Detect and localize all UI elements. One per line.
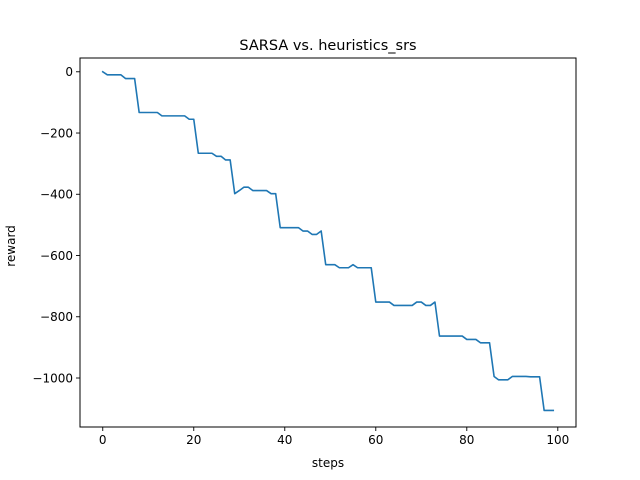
y-tick-label: −1000 (32, 371, 73, 385)
plot-area (79, 57, 577, 428)
series-line-0 (101, 70, 555, 412)
y-tick-label: −400 (40, 188, 73, 202)
x-axis: 0 20 40 60 80 100 (99, 427, 569, 447)
x-tick-label: 20 (186, 433, 201, 447)
y-tick-label: −800 (40, 310, 73, 324)
x-axis-label: steps (312, 456, 344, 470)
y-tick-label: 0 (65, 65, 73, 79)
chart-title: SARSA vs. heuristics_srs (239, 38, 416, 54)
y-axis: 0 −200 −400 −600 −800 −1000 (32, 65, 80, 385)
y-tick-label: −600 (40, 249, 73, 263)
y-axis-label: reward (4, 225, 18, 267)
x-tick-label: 60 (368, 433, 383, 447)
x-tick-label: 40 (277, 433, 292, 447)
plot-frame (79, 57, 577, 428)
x-tick-label: 80 (459, 433, 474, 447)
y-tick-label: −200 (40, 126, 73, 140)
x-tick-label: 0 (99, 433, 107, 447)
x-tick-label: 100 (546, 433, 569, 447)
